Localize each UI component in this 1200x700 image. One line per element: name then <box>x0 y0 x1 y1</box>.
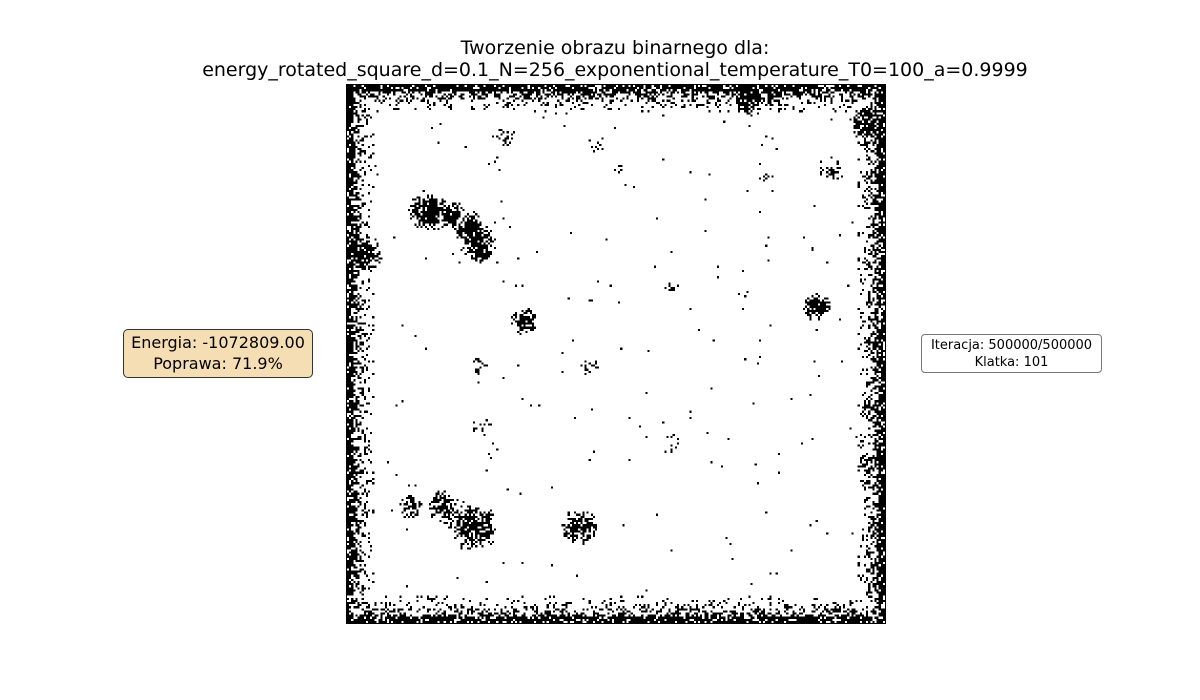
figure-title-line-1: Tworzenie obrazu binarnego dla: <box>460 37 770 59</box>
iteration-info-box: Iteracja: 500000/500000 Klatka: 101 <box>921 334 1102 373</box>
energy-info-box: Energia: -1072809.00 Poprawa: 71.9% <box>123 329 313 378</box>
binary-image-frame <box>346 84 886 624</box>
figure-title-line-2: energy_rotated_square_d=0.1_N=256_expone… <box>202 59 1028 81</box>
binary-image <box>347 85 885 623</box>
improvement-label: Poprawa: 71.9% <box>153 354 283 373</box>
iteration-label: Iteracja: 500000/500000 <box>930 338 1093 353</box>
energy-label: Energia: -1072809.00 <box>131 333 305 352</box>
frame-label: Klatka: 101 <box>974 355 1049 370</box>
